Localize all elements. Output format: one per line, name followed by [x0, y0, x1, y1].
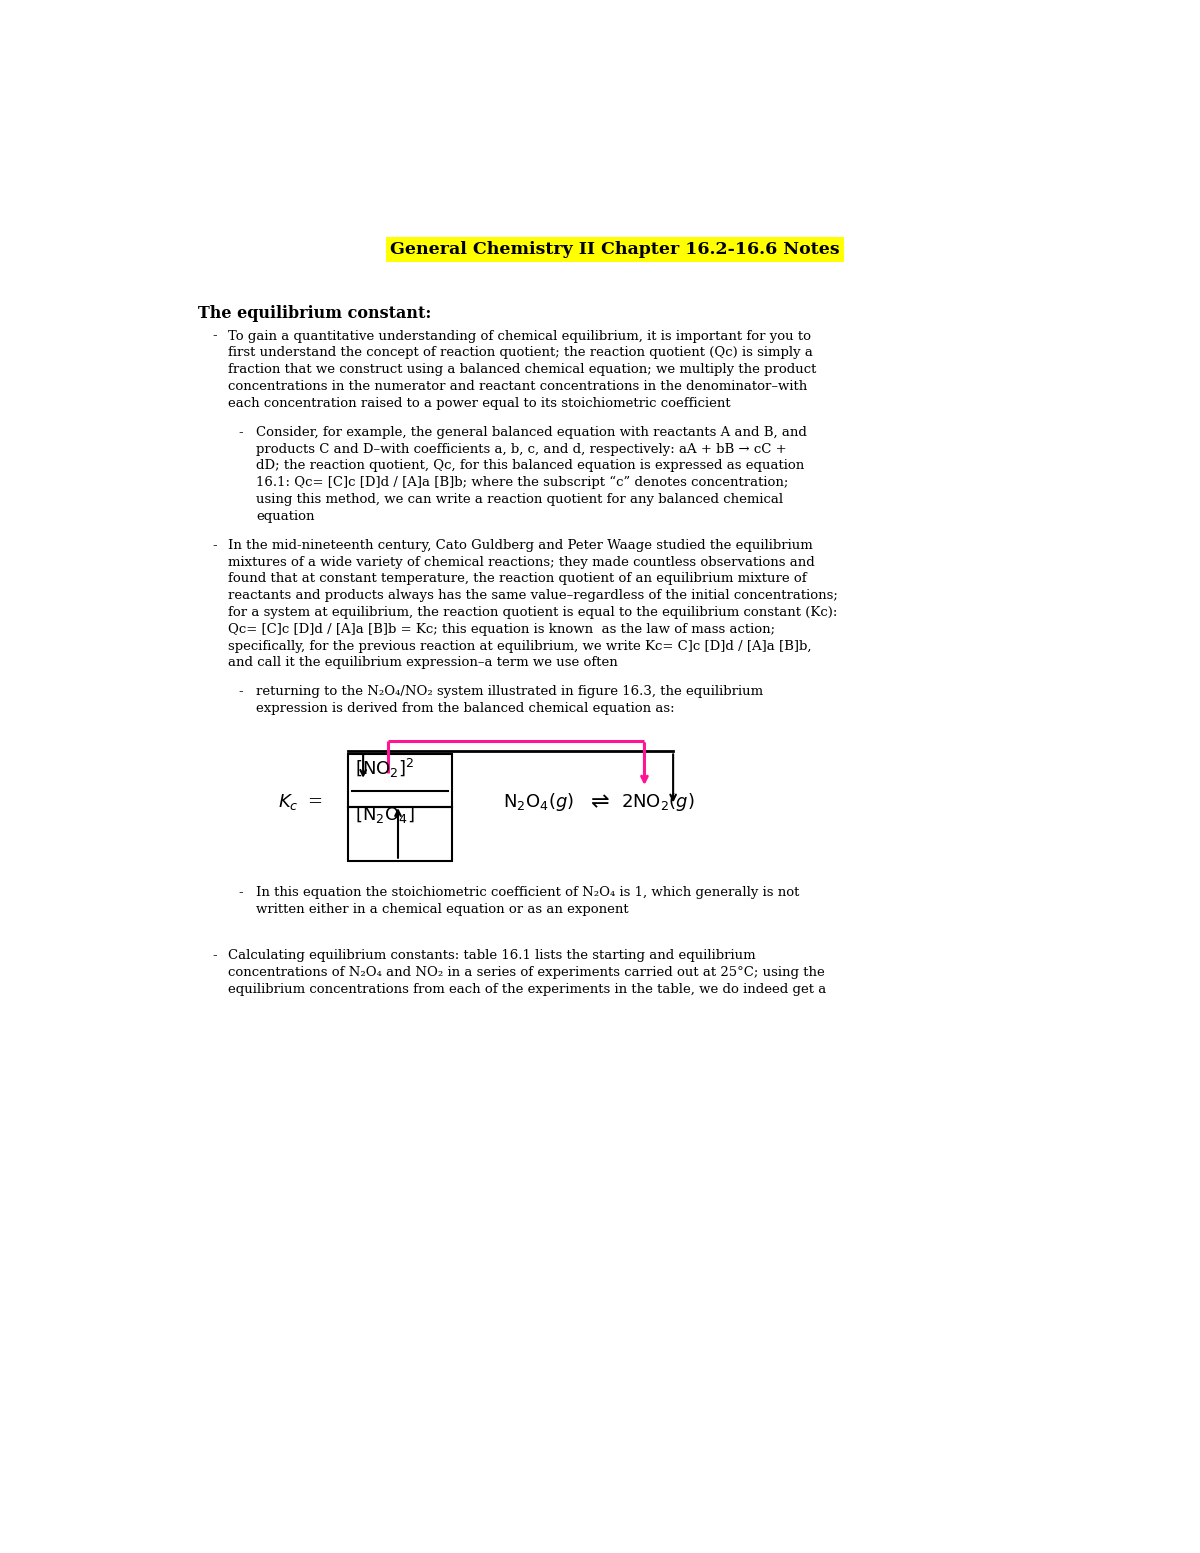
Bar	[348, 808, 452, 860]
Text: each concentration raised to a power equal to its stoichiometric coefficient: each concentration raised to a power equ…	[228, 396, 730, 410]
Text: reactants and products always has the same value–regardless of the initial conce: reactants and products always has the sa…	[228, 589, 838, 603]
Text: returning to the N₂O₄/NO₂ system illustrated in figure 16.3, the equilibrium: returning to the N₂O₄/NO₂ system illustr…	[256, 685, 763, 699]
Text: $\rightleftharpoons$: $\rightleftharpoons$	[586, 792, 610, 812]
Text: -: -	[212, 949, 217, 961]
Text: $\mathrm{2NO_2}(g)$: $\mathrm{2NO_2}(g)$	[622, 790, 695, 812]
Text: -: -	[212, 539, 217, 551]
Text: 16.1: Qc= [C]c [D]d / [A]a [B]b; where the subscript “c” denotes concentration;: 16.1: Qc= [C]c [D]d / [A]a [B]b; where t…	[256, 477, 788, 489]
Text: -: -	[212, 329, 217, 343]
Text: =: =	[307, 794, 323, 811]
Text: -: -	[239, 426, 242, 439]
Text: expression is derived from the balanced chemical equation as:: expression is derived from the balanced …	[256, 702, 674, 716]
Text: -: -	[239, 887, 242, 899]
Text: found that at constant temperature, the reaction quotient of an equilibrium mixt: found that at constant temperature, the …	[228, 573, 806, 585]
Text: using this method, we can write a reaction quotient for any balanced chemical: using this method, we can write a reacti…	[256, 492, 784, 506]
Text: first understand the concept of reaction quotient; the reaction quotient (Qc) is: first understand the concept of reaction…	[228, 346, 812, 359]
Text: products C and D–with coefficients a, b, c, and d, respectively: aA + bB → cC +: products C and D–with coefficients a, b,…	[256, 443, 787, 455]
Text: In the mid-nineteenth century, Cato Guldberg and Peter Waage studied the equilib: In the mid-nineteenth century, Cato Guld…	[228, 539, 812, 551]
Text: equilibrium concentrations from each of the experiments in the table, we do inde: equilibrium concentrations from each of …	[228, 983, 826, 995]
Text: for a system at equilibrium, the reaction quotient is equal to the equilibrium c: for a system at equilibrium, the reactio…	[228, 606, 836, 620]
Text: mixtures of a wide variety of chemical reactions; they made countless observatio: mixtures of a wide variety of chemical r…	[228, 556, 815, 568]
Text: and call it the equilibrium expression–a term we use often: and call it the equilibrium expression–a…	[228, 657, 617, 669]
Text: written either in a chemical equation or as an exponent: written either in a chemical equation or…	[256, 902, 629, 916]
Text: Consider, for example, the general balanced equation with reactants A and B, and: Consider, for example, the general balan…	[256, 426, 808, 439]
Text: In this equation the stoichiometric coefficient of N₂O₄ is 1, which generally is: In this equation the stoichiometric coef…	[256, 887, 799, 899]
Text: Calculating equilibrium constants: table 16.1 lists the starting and equilibrium: Calculating equilibrium constants: table…	[228, 949, 755, 961]
Text: $\left[\mathrm{N_2O_4}\right]$: $\left[\mathrm{N_2O_4}\right]$	[355, 804, 415, 825]
Text: specifically, for the previous reaction at equilibrium, we write Kc= C]c [D]d / : specifically, for the previous reaction …	[228, 640, 811, 652]
Text: $\left[\mathrm{NO_2}\right]^2$: $\left[\mathrm{NO_2}\right]^2$	[355, 756, 415, 780]
Text: concentrations of N₂O₄ and NO₂ in a series of experiments carried out at 25°C; u: concentrations of N₂O₄ and NO₂ in a seri…	[228, 966, 824, 978]
Text: To gain a quantitative understanding of chemical equilibrium, it is important fo: To gain a quantitative understanding of …	[228, 329, 810, 343]
Text: General Chemistry II Chapter 16.2-16.6 Notes: General Chemistry II Chapter 16.2-16.6 N…	[390, 241, 840, 258]
Text: $\mathrm{N_2O_4}(g)$: $\mathrm{N_2O_4}(g)$	[503, 790, 574, 812]
Text: The equilibrium constant:: The equilibrium constant:	[198, 304, 432, 321]
Text: -: -	[239, 685, 242, 699]
Text: equation: equation	[256, 509, 314, 523]
Bar	[348, 753, 452, 808]
Text: $K_c$: $K_c$	[278, 792, 299, 812]
Text: fraction that we construct using a balanced chemical equation; we multiply the p: fraction that we construct using a balan…	[228, 363, 816, 376]
Text: concentrations in the numerator and reactant concentrations in the denominator–w: concentrations in the numerator and reac…	[228, 380, 806, 393]
Text: dD; the reaction quotient, Qc, for this balanced equation is expressed as equati: dD; the reaction quotient, Qc, for this …	[256, 460, 804, 472]
Text: Qc= [C]c [D]d / [A]a [B]b = Kc; this equation is known  as the law of mass actio: Qc= [C]c [D]d / [A]a [B]b = Kc; this equ…	[228, 623, 775, 635]
